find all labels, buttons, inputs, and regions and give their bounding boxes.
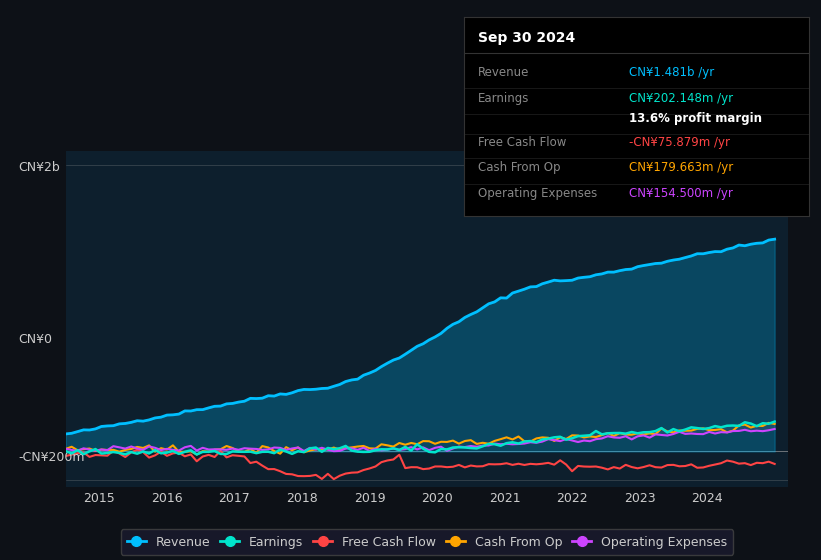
- Text: CN¥154.500m /yr: CN¥154.500m /yr: [630, 187, 733, 200]
- Text: CN¥0: CN¥0: [19, 333, 53, 346]
- Text: Free Cash Flow: Free Cash Flow: [478, 136, 566, 148]
- Text: Sep 30 2024: Sep 30 2024: [478, 31, 575, 45]
- Text: CN¥179.663m /yr: CN¥179.663m /yr: [630, 161, 734, 174]
- Text: CN¥2b: CN¥2b: [19, 161, 61, 174]
- Text: 13.6% profit margin: 13.6% profit margin: [630, 111, 763, 125]
- Legend: Revenue, Earnings, Free Cash Flow, Cash From Op, Operating Expenses: Revenue, Earnings, Free Cash Flow, Cash …: [121, 529, 733, 555]
- Text: Cash From Op: Cash From Op: [478, 161, 560, 174]
- Text: CN¥202.148m /yr: CN¥202.148m /yr: [630, 92, 733, 105]
- Text: Earnings: Earnings: [478, 92, 529, 105]
- Text: Revenue: Revenue: [478, 66, 529, 79]
- Text: Operating Expenses: Operating Expenses: [478, 187, 597, 200]
- Text: -CN¥75.879m /yr: -CN¥75.879m /yr: [630, 136, 731, 148]
- Text: CN¥1.481b /yr: CN¥1.481b /yr: [630, 66, 714, 79]
- Text: -CN¥200m: -CN¥200m: [19, 451, 85, 464]
